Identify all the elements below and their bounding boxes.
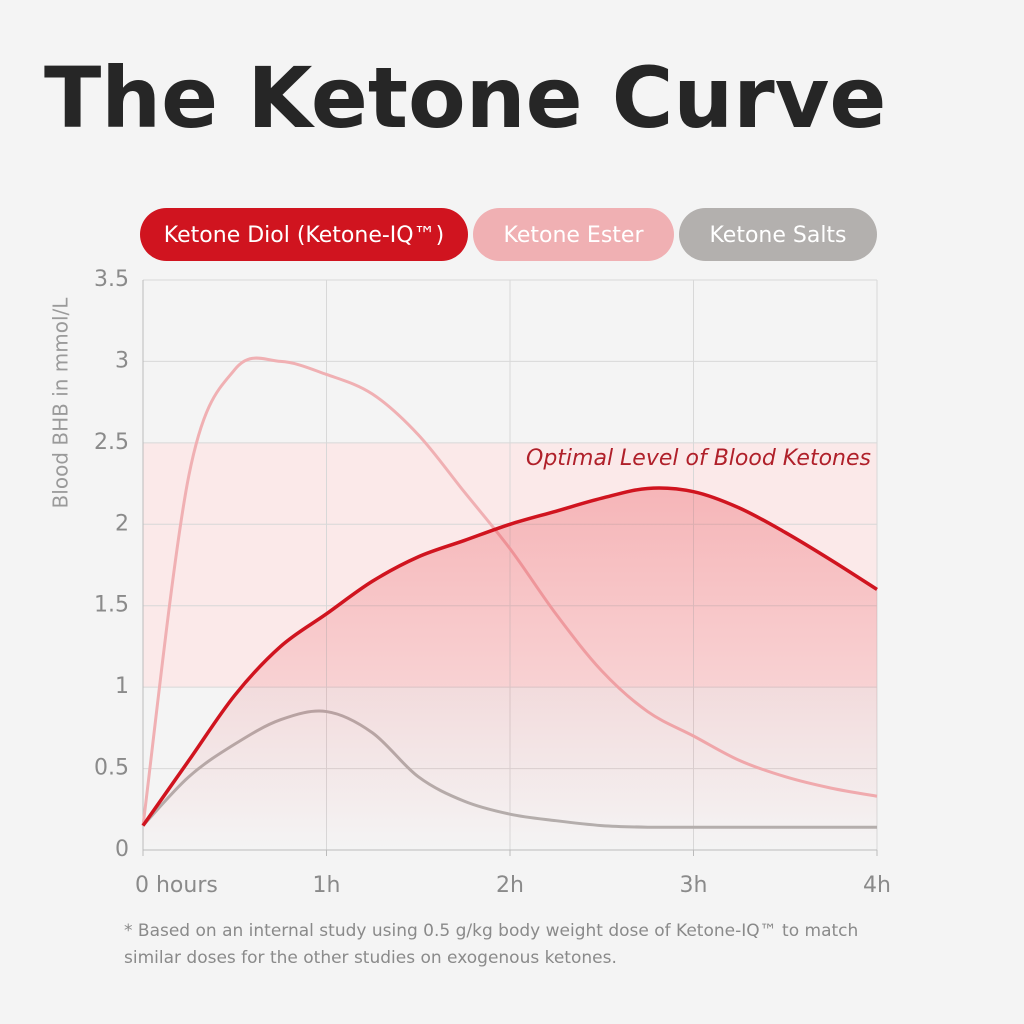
y-tick-label: 2 <box>115 511 129 536</box>
y-tick-label: 0 <box>115 837 129 862</box>
y-tick-label: 1 <box>115 674 129 699</box>
area <box>143 488 877 850</box>
y-tick-label: 0.5 <box>94 756 129 781</box>
legend-swatch <box>679 208 877 261</box>
legend-label: Ketone Salts <box>709 223 846 248</box>
x-tick-label: 0 hours <box>135 873 218 898</box>
annotation: Optimal Level of Blood Ketones <box>526 446 871 471</box>
y-axis-label: Blood BHB in mmol/L <box>49 297 73 509</box>
x-tick-label: 3h <box>680 873 708 898</box>
legend-label: Ketone Ester <box>504 223 645 248</box>
x-tick-label: 1h <box>313 873 341 898</box>
x-tick-label: 2h <box>496 873 524 898</box>
y-tick-label: 2.5 <box>94 430 129 455</box>
legend-label: Ketone Diol (Ketone-IQ™) <box>164 223 444 248</box>
y-tick-label: 3 <box>115 348 129 373</box>
line <box>141 486 878 827</box>
y-tick-label: 1.5 <box>94 593 129 618</box>
legend-swatch <box>140 208 468 261</box>
footnote: * Based on an internal study using 0.5 g… <box>124 921 859 968</box>
legend-swatch <box>473 208 674 261</box>
x-tick-label: 4h <box>863 873 891 898</box>
y-tick-label: 3.5 <box>94 267 129 292</box>
chart-title: The Ketone Curve <box>44 49 886 147</box>
